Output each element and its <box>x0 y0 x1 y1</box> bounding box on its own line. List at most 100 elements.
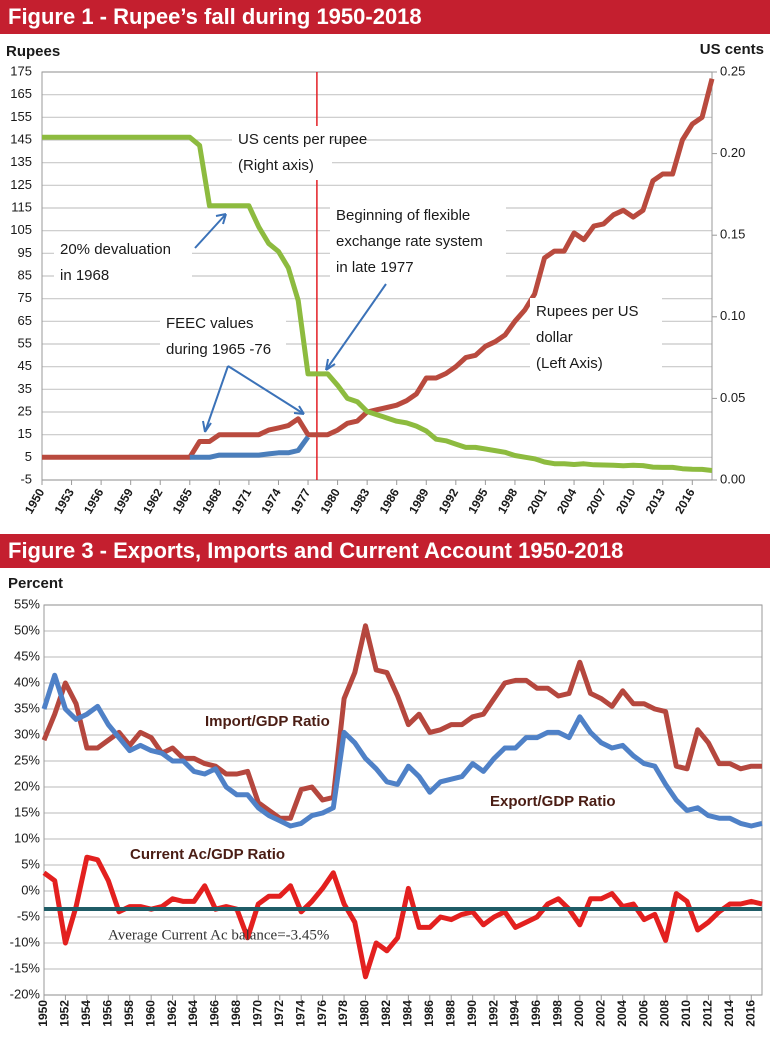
x-tick-label: 1965 <box>170 486 196 516</box>
arrow <box>202 365 229 433</box>
y-tick-label: 15 <box>18 426 32 441</box>
x-tick-label: 1972 <box>272 1000 286 1027</box>
annotation: FEEC values <box>166 315 254 332</box>
x-tick-label: 1986 <box>422 1000 436 1027</box>
series-line <box>189 435 311 460</box>
x-tick-label: 2008 <box>658 1000 672 1027</box>
x-tick-label: 1986 <box>377 486 403 516</box>
y-tick-label: -5% <box>17 908 41 923</box>
x-tick-label: 1998 <box>551 1000 565 1027</box>
annotation-box <box>232 126 332 180</box>
series-label: Current Ac/GDP Ratio <box>130 846 285 863</box>
x-tick-label: 1995 <box>465 486 491 516</box>
chart-title: Figure 3 - Exports, Imports and Current … <box>8 538 623 563</box>
y-tick-label: 5 <box>25 449 32 464</box>
annotation: Rupees per US <box>536 303 639 320</box>
x-tick-label: 1988 <box>443 1000 457 1027</box>
x-tick-label: 1978 <box>336 1000 350 1027</box>
average-label: Average Current Ac balance=-3.45% <box>108 927 329 943</box>
y-tick-label: 40% <box>14 674 40 689</box>
x-tick-label: 1998 <box>495 486 521 516</box>
y-tick-label: 65 <box>18 313 32 328</box>
series-line <box>42 854 763 980</box>
x-tick-label: 1980 <box>358 1000 372 1027</box>
annotation-box <box>330 202 506 284</box>
x-tick-label: 1959 <box>111 486 137 516</box>
y-axis-label: Percent <box>8 575 63 592</box>
y-tick-label: 175 <box>10 63 32 78</box>
x-tick-label: 2002 <box>593 1000 607 1027</box>
series-line <box>41 672 763 829</box>
plot-1: -5 5 15 25 35 45 55 65 75 85 95 105 115 125 135 145 155 1… <box>10 63 745 516</box>
y-tick-label: 75 <box>18 290 32 305</box>
x-tick-label: 1971 <box>229 486 255 516</box>
annotation-box <box>160 310 286 366</box>
y-tick-label: -20% <box>10 986 41 1001</box>
y-tick-label: -10% <box>10 934 41 949</box>
x-tick-label: 1964 <box>186 1000 200 1027</box>
annotation: US cents per rupee <box>238 131 367 148</box>
y-tick-label: 85 <box>18 267 32 282</box>
x-tick-label: 1960 <box>143 1000 157 1027</box>
y-tick-label: 45% <box>14 648 40 663</box>
x-tick-label: 1990 <box>465 1000 479 1027</box>
annotation: dollar <box>536 329 573 346</box>
y-tick-label: 25 <box>18 403 32 418</box>
x-tick-label: 1974 <box>258 486 284 516</box>
x-tick-label: 1956 <box>100 1000 114 1027</box>
y-tick-label: 125 <box>10 177 32 192</box>
y-tick-label: -15% <box>10 960 41 975</box>
x-tick-label: 1958 <box>122 1000 136 1027</box>
y-tick-label: 55% <box>14 596 40 611</box>
annotation: in late 1977 <box>336 259 414 276</box>
y-tick-label: 135 <box>10 154 32 169</box>
series-line <box>42 78 715 460</box>
x-tick-label: 1950 <box>22 486 48 516</box>
x-tick-label: 1992 <box>436 486 462 516</box>
y-tick-label: 145 <box>10 131 32 146</box>
x-tick-label: 2010 <box>679 1000 693 1027</box>
x-tick-label: 1968 <box>229 1000 243 1027</box>
y-axis-label: Rupees <box>6 43 60 60</box>
annotation: in 1968 <box>60 267 109 284</box>
x-tick-label: 1980 <box>317 486 343 516</box>
x-tick-label: 2010 <box>613 486 639 516</box>
y-tick-label: 10% <box>14 830 40 845</box>
x-tick-label: 2001 <box>524 486 550 516</box>
y-tick-label: 15% <box>14 804 40 819</box>
annotation: (Right axis) <box>238 157 314 174</box>
x-tick-label: 1953 <box>51 486 77 516</box>
x-tick-label: 1962 <box>140 486 166 516</box>
x-tick-label: 1996 <box>529 1000 543 1027</box>
y-tick-label: 105 <box>10 222 32 237</box>
x-tick-label: 1989 <box>406 486 432 516</box>
x-tick-label: 2016 <box>743 1000 757 1027</box>
arrow <box>227 365 305 415</box>
plot-frame <box>41 71 713 481</box>
x-tick-label: 1977 <box>288 486 314 516</box>
series-label: Export/GDP Ratio <box>490 793 616 810</box>
chart-title: Figure 1 - Rupee’s fall during 1950-2018 <box>8 4 422 29</box>
y-tick-label: 30% <box>14 726 40 741</box>
series-label: Import/GDP Ratio <box>205 713 330 730</box>
y2-axis-label: US cents <box>700 41 764 58</box>
x-tick-label: 1954 <box>79 1000 93 1027</box>
x-tick-label: 2016 <box>672 486 698 516</box>
header-bar <box>0 0 770 34</box>
series-line <box>42 134 713 473</box>
plot-frame <box>43 604 763 996</box>
y-tick-label: 45 <box>18 358 32 373</box>
y2-tick-label: 0.15 <box>720 227 745 242</box>
x-tick-label: 1962 <box>165 1000 179 1027</box>
y-tick-label: -5 <box>20 471 32 486</box>
x-tick-label: 2000 <box>572 1000 586 1027</box>
y-tick-label: 20% <box>14 778 40 793</box>
y-tick-label: 35 <box>18 381 32 396</box>
x-tick-label: 2013 <box>643 486 669 516</box>
y-tick-label: 25% <box>14 752 40 767</box>
y-tick-label: 155 <box>10 109 32 124</box>
annotation-box <box>530 298 662 382</box>
x-tick-label: 2014 <box>722 1000 736 1027</box>
y-tick-label: 95 <box>18 245 32 260</box>
